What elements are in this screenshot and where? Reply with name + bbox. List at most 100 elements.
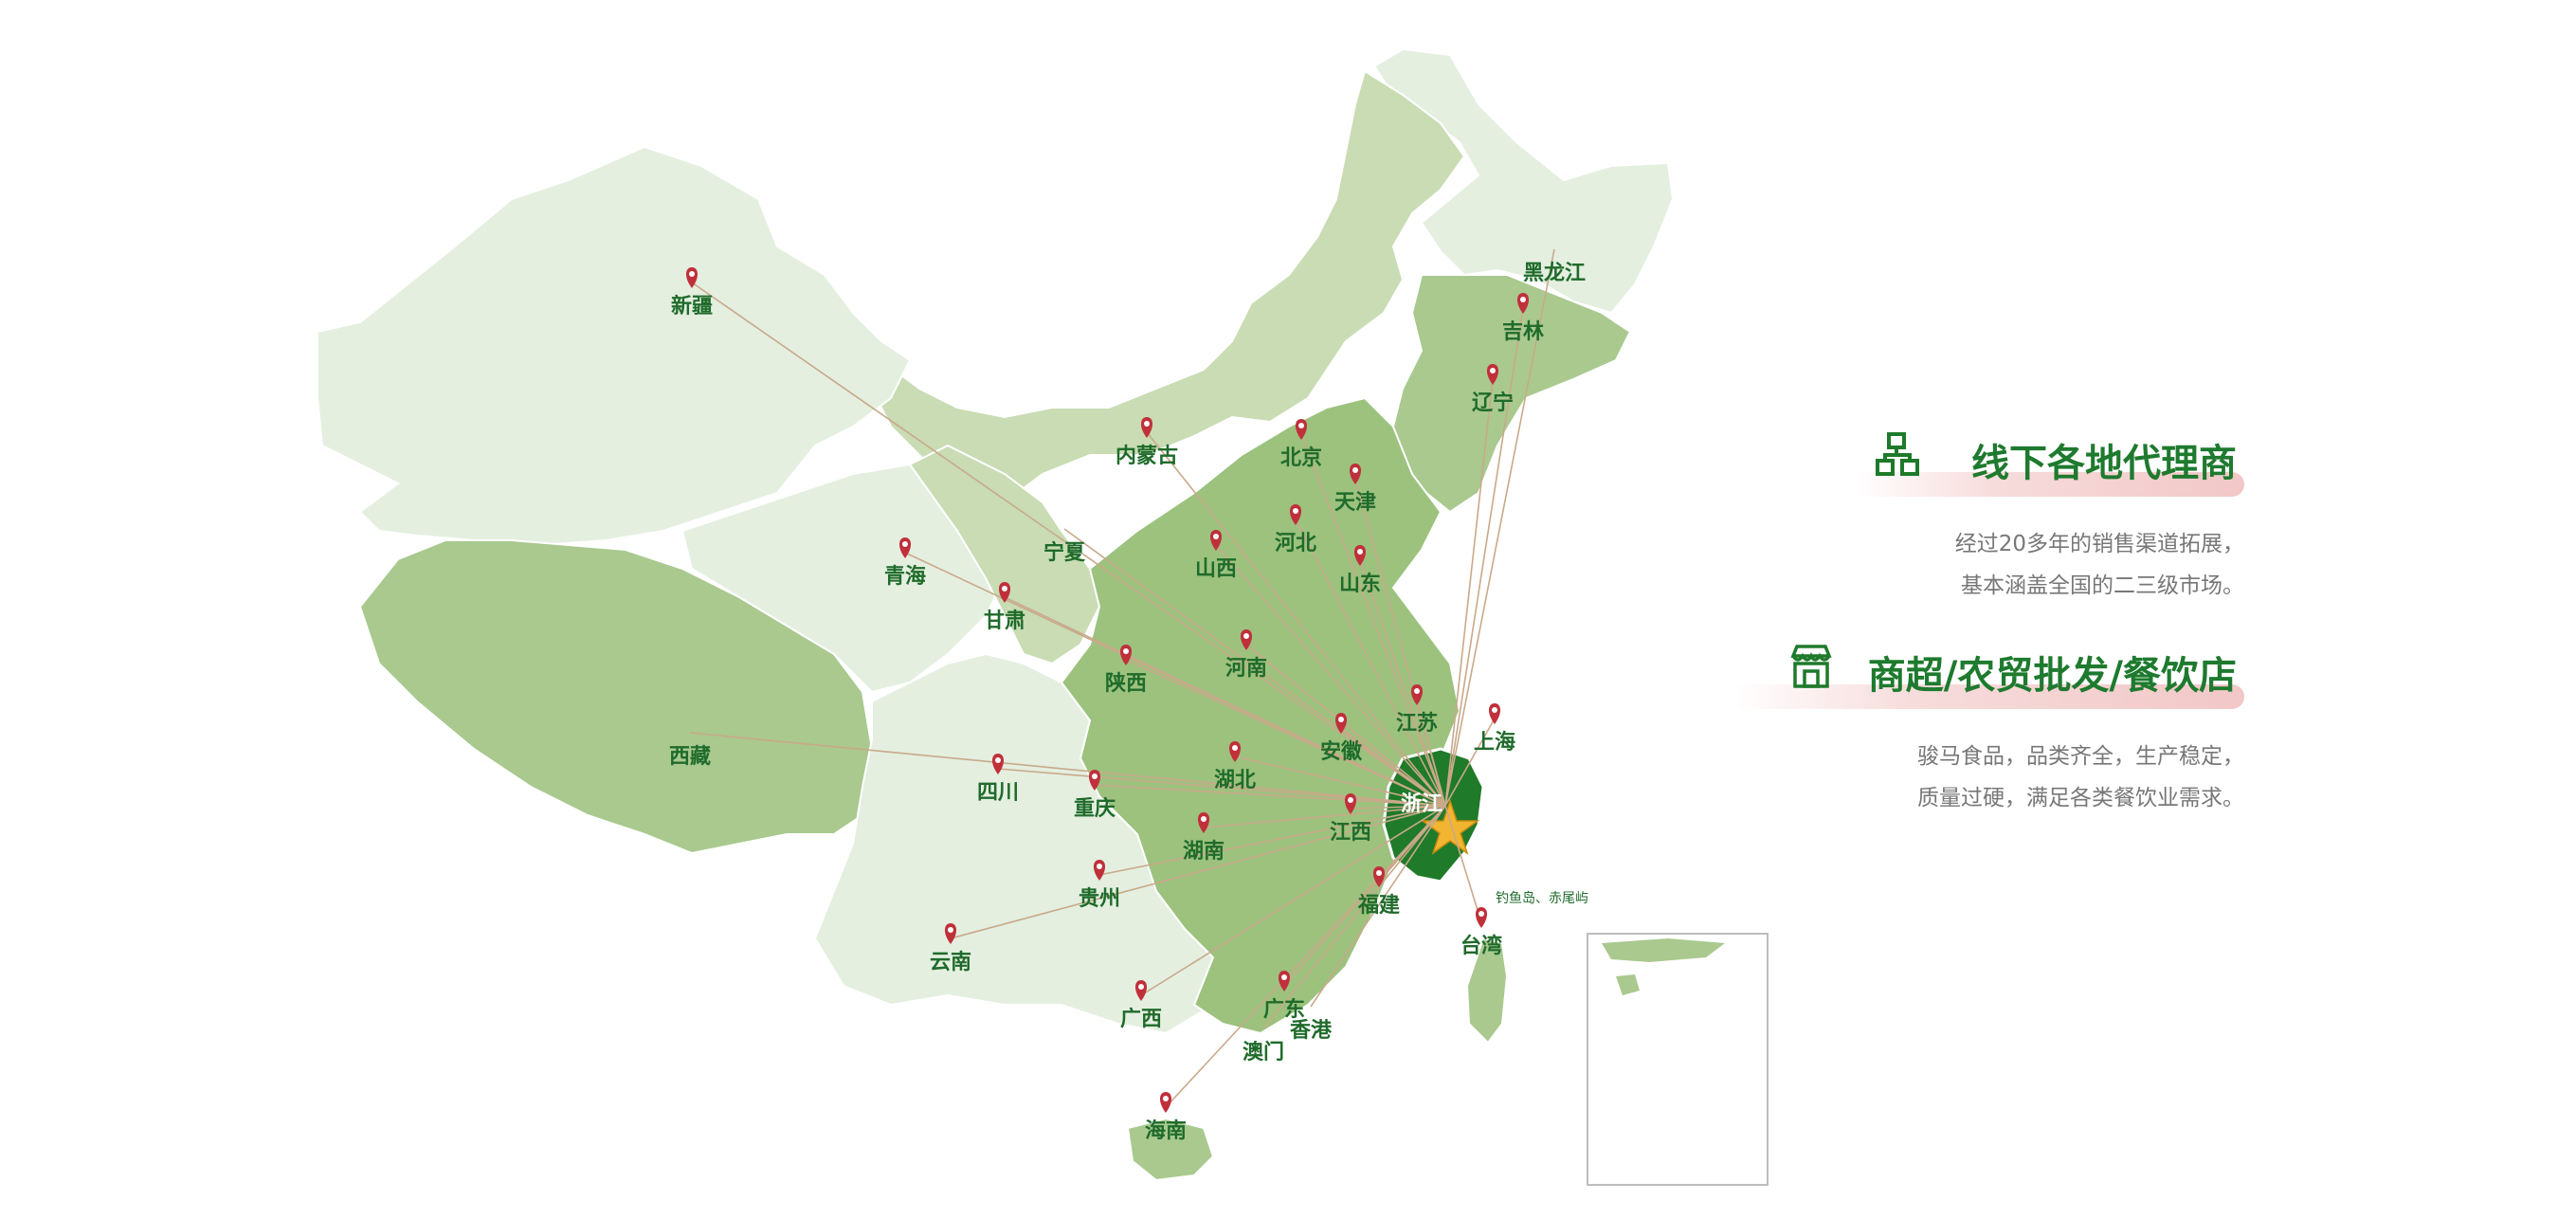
province-label-sichuan[interactable]: 四川 <box>977 781 1019 805</box>
province-label-chongqing[interactable]: 重庆 <box>1074 796 1116 821</box>
feature-channels-line-2: 质量过硬，满足各类餐饮业需求。 <box>1917 786 2244 810</box>
map-pin-icon <box>1119 645 1133 665</box>
province-label-qinghai[interactable]: 青海 <box>884 564 926 589</box>
route-line-jilin <box>1444 307 1524 807</box>
islands-label: 钓鱼岛、赤尾屿 <box>1496 890 1588 906</box>
route-line-xizang <box>689 732 1446 807</box>
region-hainan <box>1126 1117 1215 1182</box>
route-line-fujian <box>1378 805 1446 882</box>
province-label-jiangsu[interactable]: 江苏 <box>1396 711 1438 736</box>
province-label-heilongjiang[interactable]: 黑龙江 <box>1523 262 1586 285</box>
map-pin-icon <box>1349 464 1362 484</box>
feature-channels-desc: 骏马食品，品类齐全，生产稳定， 质量过硬，满足各类餐饮业需求。 <box>1846 736 2244 819</box>
feature-agents-line-2: 基本涵盖全国的二三级市场。 <box>1961 573 2244 598</box>
map-pin-dot <box>1243 633 1249 639</box>
province-label-shanghai[interactable]: 上海 <box>1474 730 1515 755</box>
feature-agents-line-1: 经过20多年的销售渠道拓展， <box>1954 532 2244 556</box>
province-label-xianggang[interactable]: 香港 <box>1290 1019 1333 1043</box>
route-line-shanghai <box>1444 718 1496 807</box>
region-gansu-ningxia <box>908 444 1101 665</box>
route-line-taiwan <box>1444 805 1482 923</box>
province-label-shandong[interactable]: 山东 <box>1339 572 1381 596</box>
region-taiwan <box>1465 937 1509 1045</box>
route-line-neimenggu <box>1146 431 1446 807</box>
province-label-anhui[interactable]: 安徽 <box>1320 739 1363 764</box>
map-pin-icon <box>1240 629 1253 650</box>
map-pin-icon <box>685 267 698 288</box>
province-label-xinjiang[interactable]: 新疆 <box>671 294 713 318</box>
route-line-shanxi <box>1215 544 1446 807</box>
route-line-liaoning <box>1444 378 1494 807</box>
province-label-beijing[interactable]: 北京 <box>1280 446 1322 470</box>
province-label-guangdong[interactable]: 广东 <box>1263 997 1305 1022</box>
route-line-shaanxi <box>1125 659 1446 807</box>
map-pin-icon <box>1344 793 1357 814</box>
map-pin-dot <box>995 757 1001 763</box>
route-line-hebei <box>1295 519 1446 807</box>
map-pin-dot <box>1376 870 1382 876</box>
province-label-hebei[interactable]: 河北 <box>1275 532 1316 555</box>
province-label-gansu[interactable]: 甘肃 <box>984 609 1025 633</box>
province-label-ningxia[interactable]: 宁夏 <box>1043 540 1086 565</box>
province-label-guizhou[interactable]: 贵州 <box>1079 887 1120 911</box>
map-pin-dot <box>1201 816 1206 822</box>
map-pin-icon <box>898 537 912 558</box>
province-label-hunan[interactable]: 湖南 <box>1183 840 1225 864</box>
province-label-taiwan[interactable]: 台湾 <box>1460 934 1502 958</box>
region-heilongjiang <box>1372 47 1675 315</box>
hub-label[interactable]: 浙江 <box>1401 792 1442 816</box>
route-lines <box>689 248 1555 1108</box>
province-label-xizang[interactable]: 西藏 <box>669 745 711 769</box>
map-pin-dot <box>948 927 953 933</box>
feature-agents: 线下各地代理商 经过20多年的销售渠道拓展， 基本涵盖全国的二三级市场。 <box>1846 417 2244 607</box>
province-label-guangxi[interactable]: 广西 <box>1120 1007 1162 1031</box>
province-label-liaoning[interactable]: 辽宁 <box>1472 391 1514 415</box>
feature-agents-title: 线下各地代理商 <box>1971 442 2237 485</box>
province-label-shaanxi[interactable]: 陕西 <box>1105 672 1147 696</box>
china-sales-map: 新疆西藏 青海甘肃 内蒙古宁夏陕西四川重庆云南 贵州广西海南 广东 香港 澳门 湖南 湖北江西福… <box>317 47 1769 1186</box>
map-pin-dot <box>1002 586 1007 591</box>
map-pin-dot <box>1144 421 1150 427</box>
map-pin-icon <box>944 923 957 944</box>
province-label-tianjin[interactable]: 天津 <box>1334 490 1376 515</box>
province-label-hubei[interactable]: 湖北 <box>1214 769 1256 792</box>
map-pin-dot <box>1163 1096 1169 1101</box>
feature-channels-title: 商超/农贸批发/餐饮店 <box>1867 654 2237 698</box>
map-pin-dot <box>1357 549 1363 555</box>
route-line-chongqing <box>1094 784 1446 807</box>
province-label-hainan[interactable]: 海南 <box>1145 1119 1187 1143</box>
south-china-sea-inset <box>1587 933 1769 1186</box>
map-pin-icon <box>1159 1092 1172 1113</box>
map-pin-dot <box>1338 717 1344 722</box>
route-line-xianggang <box>1310 805 1446 1008</box>
province-label-jiangxi[interactable]: 江西 <box>1330 821 1371 845</box>
map-pin-dot <box>1352 467 1358 473</box>
feature-agents-heading: 线下各地代理商 <box>1846 417 2244 497</box>
map-pin-icon <box>1209 530 1223 551</box>
map-pin-icon <box>1410 684 1424 705</box>
route-line-heilongjiang <box>1444 248 1555 807</box>
map-pin-icon <box>1134 980 1148 1001</box>
map-pin-dot <box>1490 368 1496 373</box>
map-pin-icon <box>1488 703 1501 724</box>
title-ribbon <box>1732 684 2244 709</box>
route-line-hubei <box>1234 755 1446 807</box>
map-pin-icon <box>991 754 1005 774</box>
map-pin-dot <box>1232 745 1238 751</box>
route-line-hunan <box>1203 805 1446 828</box>
map-pin-icon <box>1197 812 1210 833</box>
map-pin-dot <box>1478 911 1484 917</box>
map-pin-dot <box>689 271 695 277</box>
map-pin-icon <box>1295 419 1308 440</box>
province-label-fujian[interactable]: 福建 <box>1357 894 1400 918</box>
map-pin-icon <box>1289 504 1302 525</box>
province-label-yunnan[interactable]: 云南 <box>930 951 971 974</box>
province-label-henan[interactable]: 河南 <box>1225 657 1267 681</box>
province-label-neimenggu[interactable]: 内蒙古 <box>1116 444 1178 468</box>
map-pin-dot <box>1092 773 1098 779</box>
region-xinjiang <box>317 145 912 547</box>
province-label-aomen[interactable]: 澳门 <box>1243 1040 1284 1064</box>
feature-channels-heading: 商超/农贸批发/餐饮店 <box>1732 629 2244 709</box>
province-label-jilin[interactable]: 吉林 <box>1502 319 1544 344</box>
province-label-shanxi[interactable]: 山西 <box>1195 557 1237 581</box>
